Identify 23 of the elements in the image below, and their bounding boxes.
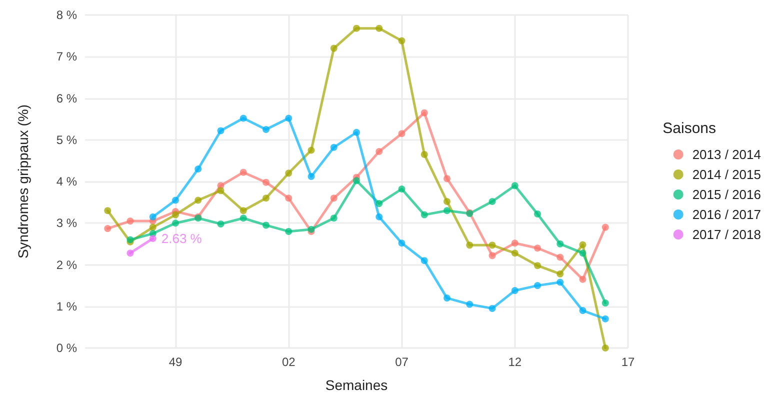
x-axis-title: Semaines bbox=[325, 377, 388, 393]
y-tick-label: 7 % bbox=[56, 50, 78, 64]
y-tick-label: 2 % bbox=[56, 258, 78, 272]
legend-label: 2014 / 2015 bbox=[692, 167, 762, 182]
data-label: 2.63 % bbox=[161, 231, 202, 246]
y-tick-label: 1 % bbox=[56, 299, 78, 314]
legend-title: Saisons bbox=[662, 120, 716, 137]
y-axis-title: Syndromes grippaux (%) bbox=[15, 104, 31, 259]
legend-label: 2013 / 2014 bbox=[692, 147, 762, 162]
legend-label: 2017 / 2018 bbox=[692, 227, 762, 242]
x-tick-label: 12 bbox=[508, 355, 522, 369]
y-tick-label: 8 % bbox=[56, 8, 78, 22]
y-tick-label: 6 % bbox=[56, 91, 78, 106]
x-tick-label: 49 bbox=[168, 355, 182, 369]
x-tick-label: 17 bbox=[621, 355, 635, 369]
y-tick-label: 3 % bbox=[56, 216, 78, 230]
y-tick-label: 0 % bbox=[56, 341, 78, 355]
legend-label: 2015 / 2016 bbox=[692, 187, 762, 202]
legend-label: 2016 / 2017 bbox=[692, 207, 762, 222]
x-tick-label: 07 bbox=[395, 355, 409, 369]
x-tick-label: 02 bbox=[282, 355, 296, 369]
y-tick-label: 5 % bbox=[56, 132, 78, 147]
y-tick-label: 4 % bbox=[56, 174, 78, 188]
